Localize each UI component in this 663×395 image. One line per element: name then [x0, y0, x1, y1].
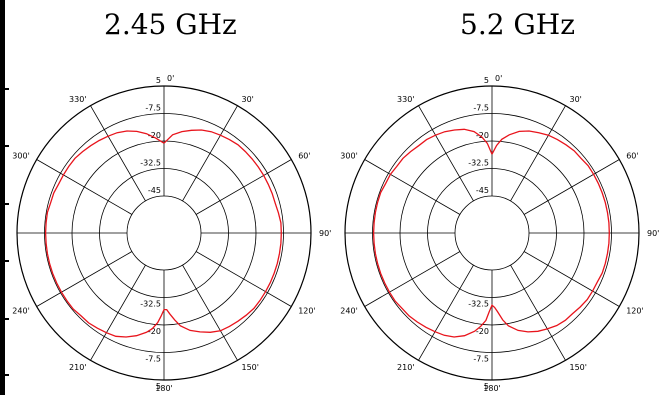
angle-tick-label: 210' — [69, 363, 86, 372]
radial-tick-label: -32.5 — [468, 159, 489, 168]
ring-circle — [427, 168, 557, 298]
radial-tick-label: 5 — [484, 382, 489, 391]
edge-tick — [5, 145, 9, 147]
left-edge-bar — [0, 0, 5, 395]
pattern-line — [372, 128, 610, 338]
angle-tick-label: 60' — [298, 152, 310, 161]
radial-tick-label: -7.5 — [473, 104, 489, 113]
angle-tick-label: 30' — [242, 95, 254, 104]
polar-chart-5-2ghz: 5 5 -7.5 -7.5 -20 -20 -32.5 -32.5 -45 0' 30' 60' 90'… — [340, 74, 659, 393]
radial-tick-label: -20 — [476, 327, 489, 336]
angle-tick-label: 180' — [155, 384, 172, 393]
radial-tick-label: -7.5 — [145, 104, 161, 113]
chart-title-5-2ghz: 5.2 GHz — [460, 8, 575, 41]
edge-tick — [5, 88, 9, 90]
edge-tick — [5, 260, 9, 262]
radial-tick-label: -32.5 — [468, 300, 489, 309]
radial-tick-label: 5 — [156, 76, 161, 85]
ring-circle — [126, 195, 202, 271]
polar-grid — [344, 85, 640, 381]
ring-circle — [399, 140, 585, 326]
angle-tick-label: 330' — [69, 95, 86, 104]
ring-circle — [16, 85, 312, 381]
angle-tick-label: 150' — [570, 363, 587, 372]
ring-circle — [372, 113, 612, 353]
angle-tick-label: 30' — [570, 95, 582, 104]
radial-tick-label: -20 — [476, 131, 489, 140]
edge-tick — [5, 318, 9, 320]
angle-tick-label: 90' — [319, 229, 331, 238]
radial-tick-label: -20 — [148, 131, 161, 140]
angle-tick-label: 240' — [340, 307, 357, 316]
polar-chart-2-45ghz: 5 5 -7.5 -7.5 -20 -20 -32.5 -32.5 -45 0' 30' 60' 90'… — [12, 74, 331, 393]
radial-tick-label: -7.5 — [473, 355, 489, 364]
angle-tick-label: 240' — [12, 307, 29, 316]
radial-tick-label: 5 — [156, 382, 161, 391]
angle-tick-label: 180' — [483, 384, 500, 393]
angle-tick-label: 0' — [167, 74, 174, 83]
ring-circle — [344, 85, 640, 381]
ring-circle — [99, 168, 229, 298]
angle-tick-label: 150' — [242, 363, 259, 372]
angle-tick-label: 330' — [397, 95, 414, 104]
polar-grid — [16, 85, 312, 381]
ring-circle — [454, 195, 530, 271]
radial-tick-label: -7.5 — [145, 355, 161, 364]
edge-tick — [5, 203, 9, 205]
ring-circle — [44, 113, 284, 353]
angle-tick-label: 300' — [340, 152, 357, 161]
radial-tick-label: -20 — [148, 327, 161, 336]
pattern-line — [44, 129, 282, 338]
radial-tick-label: 5 — [484, 76, 489, 85]
ring-circle — [71, 140, 257, 326]
angle-tick-label: 120' — [626, 307, 643, 316]
angle-tick-label: 300' — [12, 152, 29, 161]
angle-tick-label: 120' — [298, 307, 315, 316]
angle-tick-label: 210' — [397, 363, 414, 372]
chart-title-2-45ghz: 2.45 GHz — [104, 8, 237, 41]
radial-tick-label: -32.5 — [140, 300, 161, 309]
angle-tick-label: 60' — [626, 152, 638, 161]
angle-tick-label: 0' — [495, 74, 502, 83]
angle-tick-label: 90' — [647, 229, 659, 238]
radial-tick-label: -45 — [148, 186, 161, 195]
radial-tick-label: -32.5 — [140, 159, 161, 168]
edge-tick — [5, 374, 9, 376]
radial-tick-label: -45 — [476, 186, 489, 195]
